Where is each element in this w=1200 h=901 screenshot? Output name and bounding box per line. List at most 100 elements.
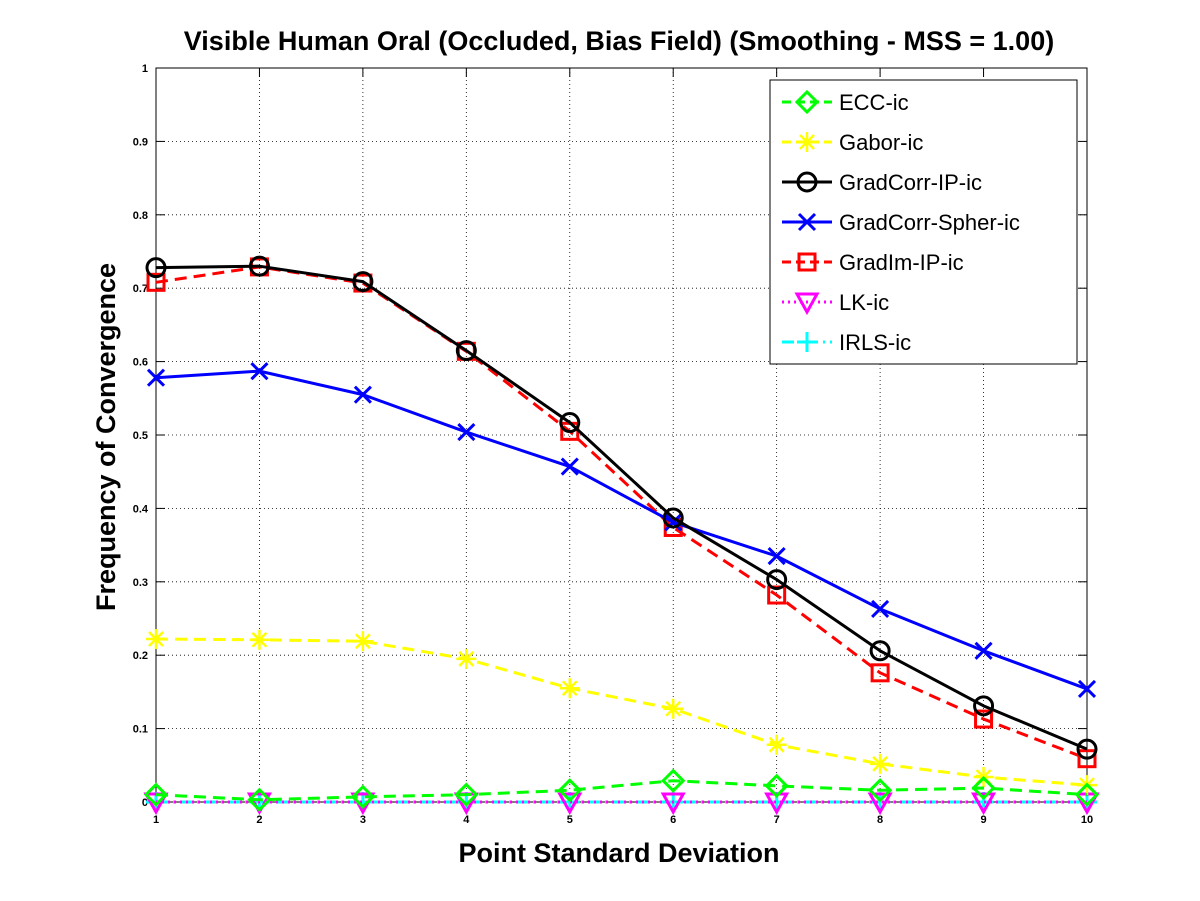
data-point-gradim-ip-ic: [974, 709, 994, 729]
data-point-gradcorr-ip-ic: [662, 507, 684, 529]
data-point-gradcorr-spher-ic: [871, 599, 890, 619]
data-point-gabor-ic: [559, 678, 580, 699]
legend-marker: [796, 171, 818, 193]
x-tick-label: 5: [567, 814, 573, 826]
asterisk-marker-stroke: [665, 700, 682, 717]
y-tick-label: 0.4: [133, 503, 149, 515]
series-gradcorr-ip-ic: [145, 255, 1098, 760]
legend-item-lk-ic: LK-ic: [782, 290, 889, 316]
asterisk-marker-stroke: [872, 755, 888, 772]
data-point-gradcorr-ip-ic: [766, 569, 788, 591]
data-point-gabor-ic: [663, 698, 684, 719]
series-gradcorr-spher-ic: [146, 362, 1097, 699]
asterisk-marker-stroke: [355, 633, 371, 650]
x-tick-label: 7: [774, 814, 780, 826]
y-tick-label: 0.7: [133, 283, 148, 295]
series-line-gradcorr-spher-ic: [155, 369, 1088, 691]
data-point-gabor-ic: [249, 629, 270, 650]
legend-marker: [797, 212, 817, 232]
x-tick-label: 3: [360, 814, 366, 826]
x-marker-stroke: [560, 457, 579, 476]
x-marker-stroke: [664, 513, 683, 532]
data-point-gradcorr-ip-ic: [973, 695, 995, 717]
x-marker-stroke: [767, 547, 786, 566]
asterisk-marker-stroke: [799, 134, 815, 150]
data-point-gradcorr-spher-ic: [250, 362, 269, 381]
legend-item-gradim-ip-ic: GradIm-IP-ic: [782, 250, 964, 275]
x-marker-stroke: [250, 362, 269, 381]
data-point-gradcorr-spher-ic: [146, 368, 166, 387]
legend-label: GradCorr-Spher-ic: [839, 210, 1020, 235]
x-tick-label: 8: [877, 814, 883, 826]
data-point-gabor-ic: [146, 629, 166, 650]
legend-item-ecc-ic: ECC-ic: [782, 89, 909, 115]
y-tick-label: 0.2: [133, 650, 148, 662]
y-tick-label: 0.8: [133, 210, 148, 222]
x-tick-label: 6: [670, 814, 676, 826]
data-point-ecc-ic: [557, 778, 582, 803]
y-tick-label: 0.9: [133, 136, 148, 148]
x-tick-labels: 1 2 3 4 5 6 7 8 9 10: [153, 814, 1093, 826]
data-point-gradcorr-ip-ic: [1076, 738, 1098, 760]
x-marker-stroke: [457, 423, 476, 442]
data-point-ecc-ic: [764, 773, 789, 798]
y-axis-label: Frequency of Convergence: [91, 263, 121, 611]
legend-item-gradcorr-ip-ic: GradCorr-IP-ic: [782, 170, 982, 195]
data-point-ecc-ic: [661, 768, 686, 793]
chart-title: Visible Human Oral (Occluded, Bias Field…: [184, 26, 1054, 56]
data-point-gradcorr-spher-ic: [353, 385, 372, 404]
data-point-lk-ic: [143, 792, 169, 816]
data-point-lk-ic: [971, 792, 997, 816]
data-point-lk-ic: [557, 792, 583, 816]
y-tick-label: 0.5: [133, 430, 148, 442]
x-marker-stroke: [1077, 679, 1097, 699]
data-point-gabor-ic: [766, 734, 787, 755]
x-marker-stroke: [974, 641, 993, 660]
y-tick-label: 1: [142, 63, 148, 75]
x-marker-stroke: [871, 599, 890, 619]
x-marker-stroke: [353, 385, 372, 404]
data-point-gradcorr-ip-ic: [559, 412, 581, 434]
data-point-ecc-ic: [247, 787, 272, 812]
x-tick-label: 4: [463, 814, 470, 826]
data-point-gradim-ip-ic: [767, 585, 787, 605]
x-tick-label: 9: [980, 814, 986, 826]
legend-marker: [794, 89, 820, 115]
y-tick-label: 0: [142, 797, 148, 809]
x-tick-label: 2: [256, 814, 262, 826]
series-line-gabor-ic: [155, 637, 1088, 787]
asterisk-marker-stroke: [251, 631, 268, 648]
data-point-ecc-ic: [454, 782, 479, 807]
series-line-ecc-ic: [155, 779, 1088, 802]
data-point-ecc-ic: [867, 778, 893, 803]
data-point-gradcorr-spher-ic: [1077, 679, 1097, 699]
legend: ECC-ic Gabor-ic GradCorr-IP-ic GradCorr-Sph…: [769, 79, 1078, 365]
data-point-gradcorr-ip-ic: [145, 257, 167, 279]
data-point-gradcorr-ip-ic: [352, 271, 374, 293]
legend-marker: [797, 332, 817, 352]
data-point-ecc-ic: [143, 782, 169, 807]
data-point-gradcorr-spher-ic: [767, 547, 786, 566]
legend-label: LK-ic: [839, 290, 889, 315]
data-point-gabor-ic: [870, 753, 891, 774]
x-axis-label: Point Standard Deviation: [458, 838, 779, 868]
series-layer: [143, 255, 1100, 816]
legend-label: ECC-ic: [839, 90, 909, 115]
data-point-ecc-ic: [350, 784, 376, 809]
y-tick-label: 0.3: [133, 577, 148, 589]
legend-item-gabor-ic: Gabor-ic: [782, 130, 923, 155]
data-point-gradim-ip-ic: [870, 663, 890, 683]
data-point-gabor-ic: [456, 648, 477, 669]
legend-label: GradIm-IP-ic: [839, 250, 964, 275]
asterisk-marker-stroke: [561, 680, 578, 697]
asterisk-marker-stroke: [458, 650, 475, 667]
data-point-gabor-ic: [352, 631, 373, 652]
y-tick-label: 0.1: [133, 724, 148, 736]
legend-marker: [797, 132, 817, 152]
data-point-gradcorr-ip-ic: [455, 340, 477, 362]
x-marker-stroke: [146, 368, 166, 387]
data-point-ecc-ic: [1074, 782, 1100, 807]
data-point-gradcorr-spher-ic: [560, 457, 579, 476]
legend-item-irls-ic: IRLS-ic: [782, 330, 911, 355]
